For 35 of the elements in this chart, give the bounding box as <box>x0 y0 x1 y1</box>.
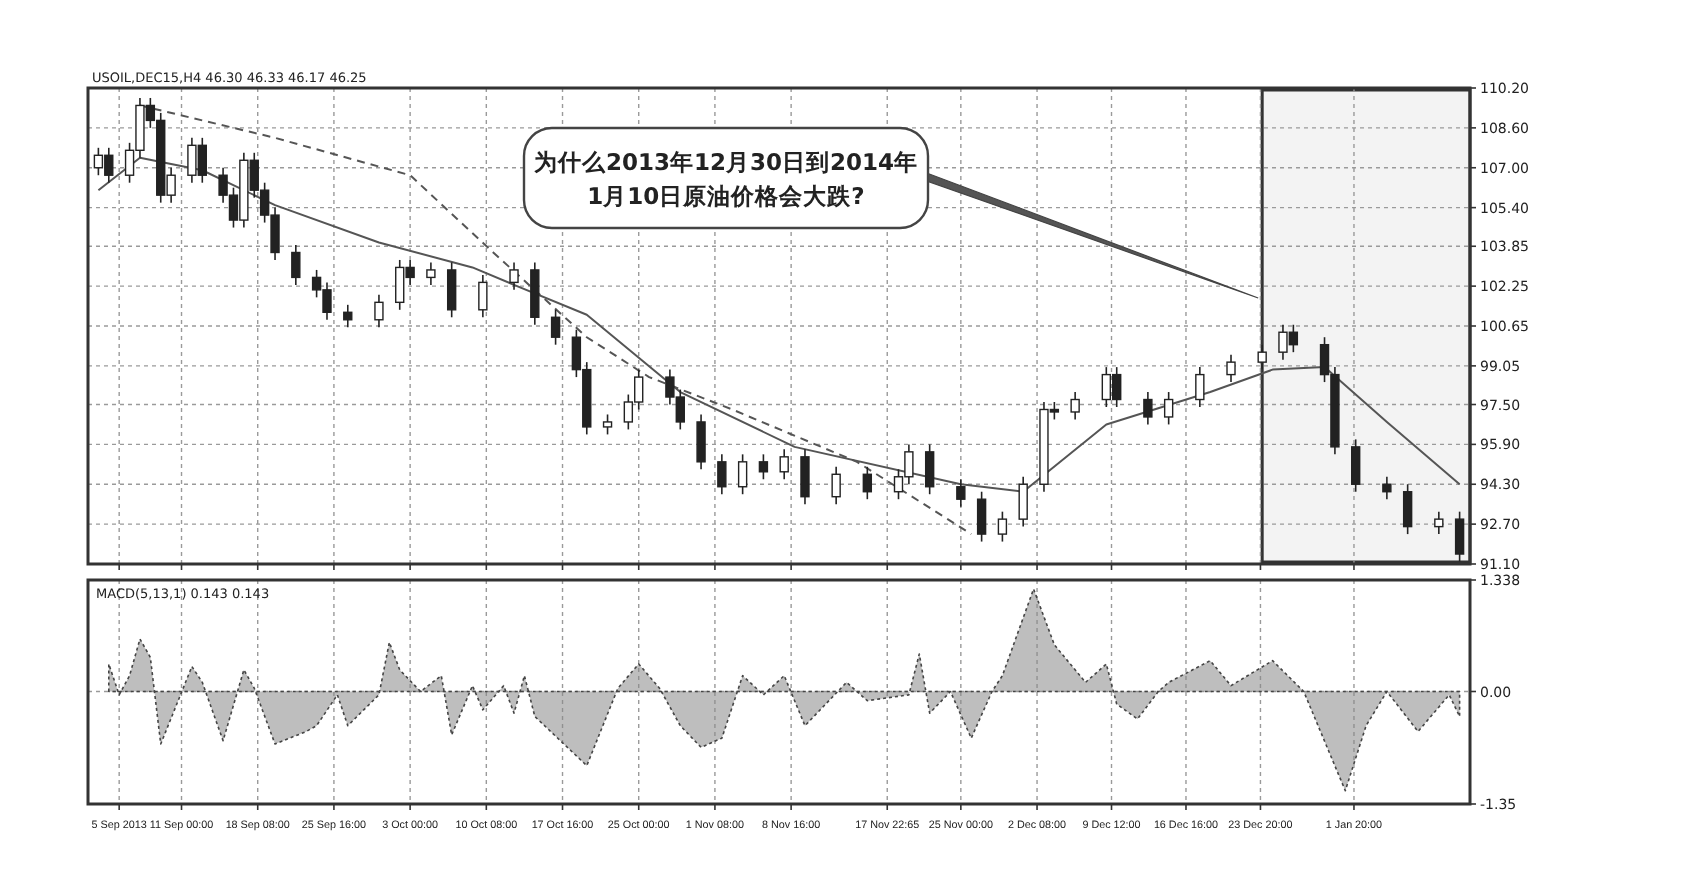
candlestick <box>800 448 810 505</box>
candlestick <box>478 274 488 319</box>
candlestick <box>1351 438 1361 493</box>
candlestick <box>696 413 706 471</box>
annotation: 为什么2013年12月30日到2014年 1月10日原油价格会大跌? <box>533 148 919 210</box>
candlestick <box>779 448 789 481</box>
candlestick <box>831 466 841 505</box>
candlestick <box>550 309 561 346</box>
candlestick <box>1018 475 1028 528</box>
candlestick <box>1434 510 1444 535</box>
candlestick <box>956 478 966 508</box>
candlestick <box>1143 391 1153 426</box>
candlestick <box>509 261 519 291</box>
candlestick <box>758 453 769 481</box>
candlestick <box>1402 483 1413 535</box>
candlestick <box>530 261 540 326</box>
candlestick <box>1195 366 1205 408</box>
candlestick <box>1163 391 1174 426</box>
candlestick <box>1382 475 1392 500</box>
candlestick <box>997 510 1008 543</box>
candlestick <box>426 261 436 286</box>
candlestick <box>924 443 935 496</box>
candlestick <box>1454 510 1465 563</box>
candlestick <box>1257 343 1267 371</box>
candlestick <box>1070 391 1080 421</box>
candlestick <box>862 466 873 500</box>
candlestick <box>374 294 384 329</box>
candlestick <box>976 490 987 543</box>
candlestick <box>446 261 457 319</box>
callout: 为什么2013年12月30日到2014年 1月10日原油价格会大跌? <box>522 126 1259 299</box>
candlestick <box>737 453 748 496</box>
candlestick <box>1226 353 1236 383</box>
candlestick <box>717 453 727 496</box>
candlestick <box>291 244 301 286</box>
candlestick <box>602 413 613 436</box>
